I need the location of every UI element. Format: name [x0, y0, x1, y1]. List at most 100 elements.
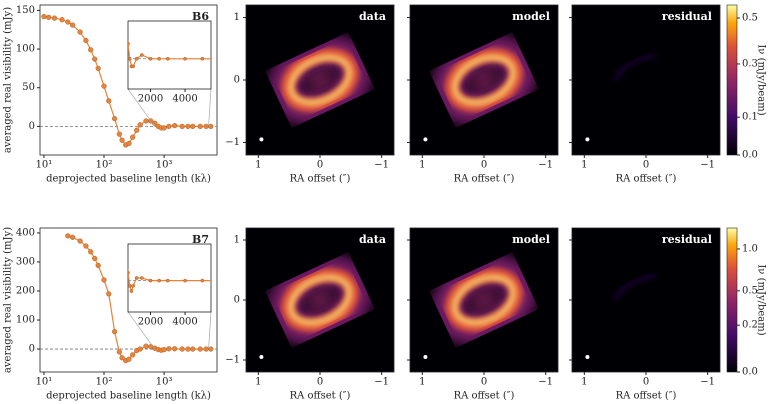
visibility-point — [179, 123, 185, 129]
inset-connector — [127, 88, 156, 127]
visibility-point — [172, 346, 178, 352]
visibility-point — [41, 13, 47, 20]
visibility-point — [197, 346, 203, 352]
visibility-point — [92, 56, 98, 62]
panel-title: model — [512, 10, 550, 23]
x-tick-label: −1 — [700, 377, 715, 388]
visibility-point — [203, 123, 209, 129]
colorbar — [726, 227, 738, 373]
visibility-point — [65, 19, 71, 25]
image-background — [572, 228, 720, 372]
y-tick-label: −1 — [225, 137, 240, 148]
visibility-point — [134, 56, 139, 61]
panel-title: residual — [662, 233, 712, 246]
panel-title: B7 — [192, 233, 209, 246]
beam — [259, 137, 264, 142]
visibility-point — [166, 346, 172, 352]
visibility-point — [218, 279, 221, 282]
visibility-point — [157, 56, 161, 61]
visibility-point — [185, 346, 191, 352]
visibility-point — [120, 292, 123, 295]
visibility-point — [51, 15, 58, 21]
panel-title: data — [359, 233, 386, 246]
inset-x-tick-label: 4000 — [172, 94, 197, 105]
visibility-point — [183, 56, 187, 61]
visibility-point — [208, 346, 214, 352]
visibility-point — [218, 57, 221, 60]
ring-core — [452, 274, 516, 326]
inset-x-tick-label: 4000 — [172, 317, 197, 328]
y-tick-label: 400 — [16, 227, 35, 238]
y-tick-label: 0 — [29, 121, 35, 132]
x-tick-label: 0 — [317, 377, 323, 388]
x-tick-label: 1 — [419, 377, 425, 388]
x-tick-label: 0 — [643, 160, 649, 171]
visibility-point — [128, 41, 130, 46]
visibility-point — [131, 284, 135, 288]
plot-frame — [39, 4, 218, 156]
inset — [117, 19, 221, 113]
visibility-point — [119, 110, 122, 113]
visibility-point — [88, 47, 94, 53]
x-tick-label: 1 — [419, 160, 425, 171]
x-tick-label: 0 — [317, 160, 323, 171]
visibility-point — [131, 64, 135, 69]
colorbar-tick-label: 1.0 — [742, 243, 758, 254]
y-axis-label: averaged real visibility (mJy) — [3, 7, 14, 153]
visibility-point — [106, 98, 112, 104]
visibility-point — [143, 118, 149, 124]
visibility-point — [106, 291, 112, 297]
visibility-point — [83, 37, 89, 44]
panel-title: B6 — [192, 10, 209, 23]
residual-arc — [614, 55, 656, 81]
inset-frame — [127, 20, 212, 90]
plot-frame — [39, 227, 218, 373]
x-tick-label: 1 — [255, 160, 261, 171]
visibility-point — [121, 50, 124, 53]
visibility-point — [185, 123, 191, 129]
visibility-point — [83, 243, 89, 249]
visibility-point — [140, 53, 144, 57]
visibility-point — [137, 346, 143, 352]
ring-core — [288, 54, 352, 106]
inset-connector — [127, 311, 156, 350]
visibility-point — [92, 255, 98, 262]
x-tick-label: 10¹ — [36, 377, 53, 388]
ring-core — [452, 54, 516, 106]
x-tick-label: 1 — [255, 377, 261, 388]
x-axis-label: RA offset (″) — [454, 391, 515, 402]
x-tick-label: −1 — [538, 377, 553, 388]
visibility-point — [140, 276, 144, 280]
x-tick-label: 0 — [481, 160, 487, 171]
visibility-point — [148, 278, 153, 283]
x-axis-label: RA offset (″) — [616, 391, 677, 402]
disk-image — [266, 34, 374, 126]
visibility-point — [165, 56, 170, 61]
x-tick-label: 1 — [581, 377, 587, 388]
x-axis-label: RA offset (″) — [454, 174, 515, 185]
inset-connector — [208, 311, 212, 350]
visibility-point — [117, 19, 120, 22]
disk-image — [614, 275, 656, 301]
visibility-point — [143, 343, 149, 349]
x-tick-label: 0 — [481, 377, 487, 388]
visibility-point — [117, 95, 120, 98]
visibility-point — [203, 346, 209, 352]
visibility-point — [161, 125, 167, 131]
visibility-point — [46, 14, 52, 20]
inset-x-tick-label: 2000 — [138, 317, 163, 328]
visibility-point — [95, 65, 101, 72]
inset — [120, 259, 221, 295]
visibility-point — [88, 249, 94, 255]
visibility-point — [165, 278, 170, 283]
visibility-point — [128, 31, 129, 33]
visibility-point — [119, 137, 125, 143]
residual-arc — [614, 275, 656, 301]
panel-title: data — [359, 10, 386, 23]
visibility-point — [134, 276, 139, 280]
y-tick-label: 300 — [16, 256, 35, 267]
visibility-point — [128, 284, 132, 288]
visibility-point — [183, 278, 187, 283]
